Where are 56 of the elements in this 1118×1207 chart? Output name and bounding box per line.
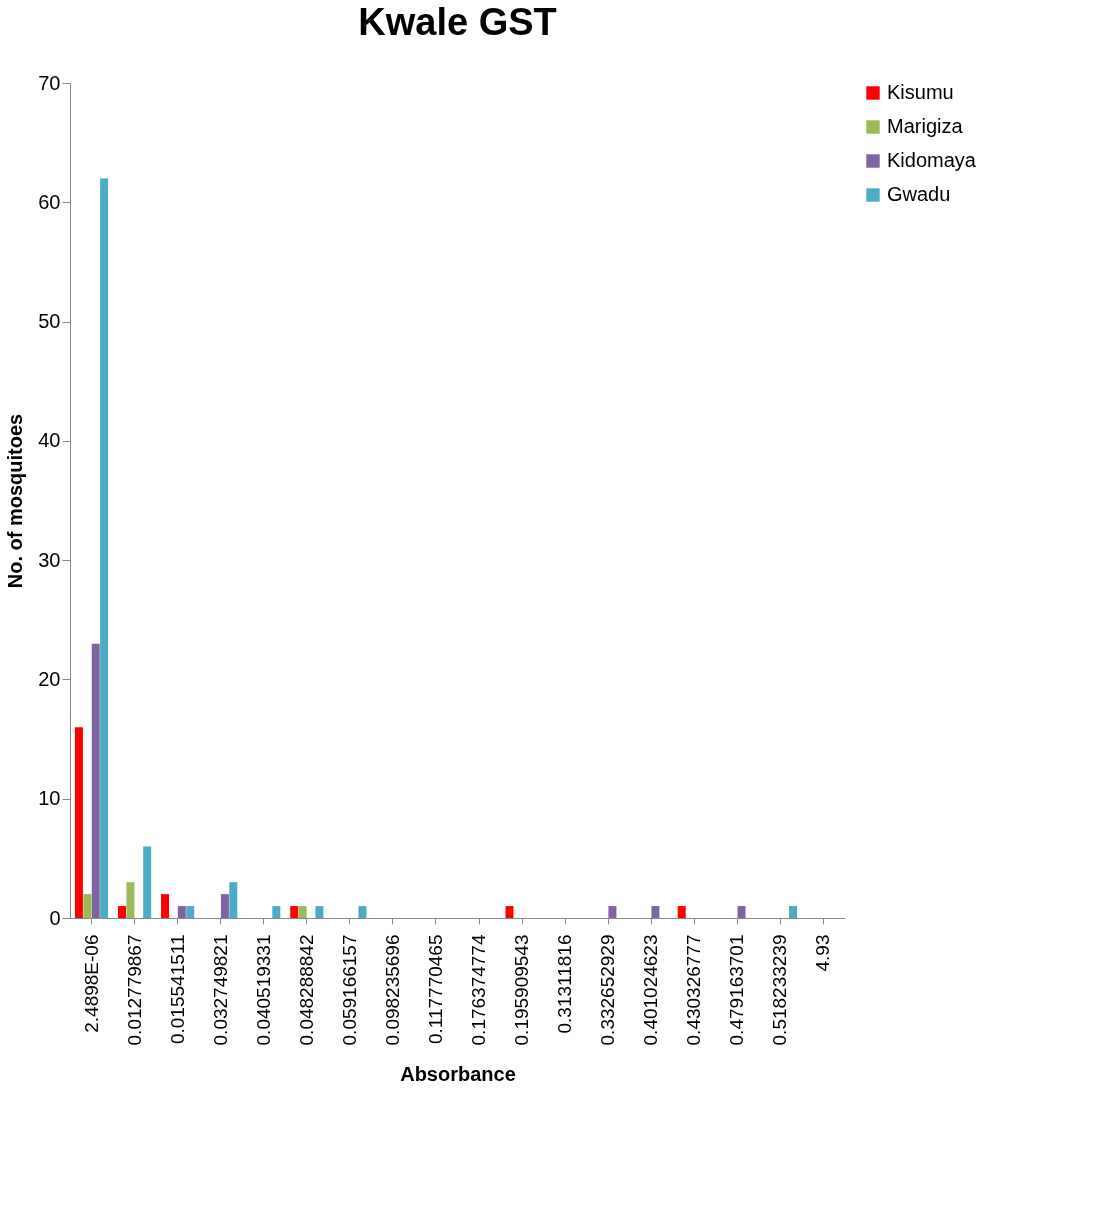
- bar: [298, 906, 307, 918]
- x-tick-label: 0.176374774: [468, 934, 490, 1046]
- bar: [91, 643, 100, 918]
- y-axis-title: No. of mosquitoes: [4, 413, 27, 589]
- x-tick-label: 0.032749821: [209, 934, 231, 1046]
- y-tick-label: 50: [38, 310, 61, 333]
- bar: [651, 906, 660, 918]
- y-tick-label: 20: [38, 667, 61, 690]
- bar: [83, 894, 92, 918]
- bar: [143, 846, 152, 918]
- x-tick-label: 0.518233239: [769, 934, 791, 1046]
- legend-label: Kisumu: [887, 81, 954, 103]
- bar: [789, 906, 798, 918]
- bar: [315, 906, 324, 918]
- bar: [74, 727, 83, 918]
- x-tick-label: 0.332652929: [597, 934, 619, 1046]
- bar: [177, 906, 186, 918]
- x-tick-label: 0.430326777: [683, 934, 705, 1046]
- legend-label: Kidomaya: [887, 149, 977, 171]
- x-tick-label: 0.117770465: [424, 934, 446, 1045]
- x-tick-label: 0.059166157: [338, 934, 360, 1046]
- bar: [229, 882, 238, 918]
- bar: [126, 882, 135, 918]
- x-tick-label: 0.040519331: [252, 934, 274, 1046]
- bar: [272, 906, 281, 918]
- y-tick-label: 70: [38, 71, 61, 94]
- bar: [737, 906, 746, 918]
- bar: [505, 906, 514, 918]
- legend-label: Marigiza: [887, 115, 964, 137]
- bar: [608, 906, 617, 918]
- bar: [161, 894, 170, 918]
- y-tick-label: 30: [38, 548, 61, 571]
- x-tick-label: 0.012779867: [123, 934, 145, 1046]
- x-tick-label: 0.479163701: [726, 934, 748, 1046]
- y-tick-label: 0: [49, 906, 61, 929]
- bar: [117, 906, 126, 918]
- x-tick-label: 0.048288842: [295, 934, 317, 1046]
- bar: [290, 906, 299, 918]
- bar: [220, 894, 229, 918]
- x-tick-label: 0.098235696: [381, 934, 403, 1046]
- x-tick-label: 0.31311816: [554, 934, 576, 1034]
- bar: [358, 906, 367, 918]
- x-tick-label: 2.4898E-06: [80, 934, 102, 1033]
- y-tick-label: 40: [38, 429, 61, 452]
- bar: [677, 906, 686, 918]
- legend-label: Gwadu: [887, 183, 951, 205]
- x-axis-title: Absorbance: [400, 1063, 516, 1086]
- bar: [100, 178, 109, 918]
- x-tick-label: 4.93: [812, 934, 834, 972]
- chart-title: Kwale GST: [358, 1, 557, 43]
- bar: [186, 906, 195, 918]
- x-tick-label: 0.401024623: [640, 934, 662, 1046]
- x-tick-label: 0.015541511: [166, 934, 188, 1045]
- y-tick-label: 10: [38, 787, 61, 810]
- y-tick-label: 60: [38, 190, 61, 213]
- x-tick-label: 0.195909543: [511, 934, 533, 1046]
